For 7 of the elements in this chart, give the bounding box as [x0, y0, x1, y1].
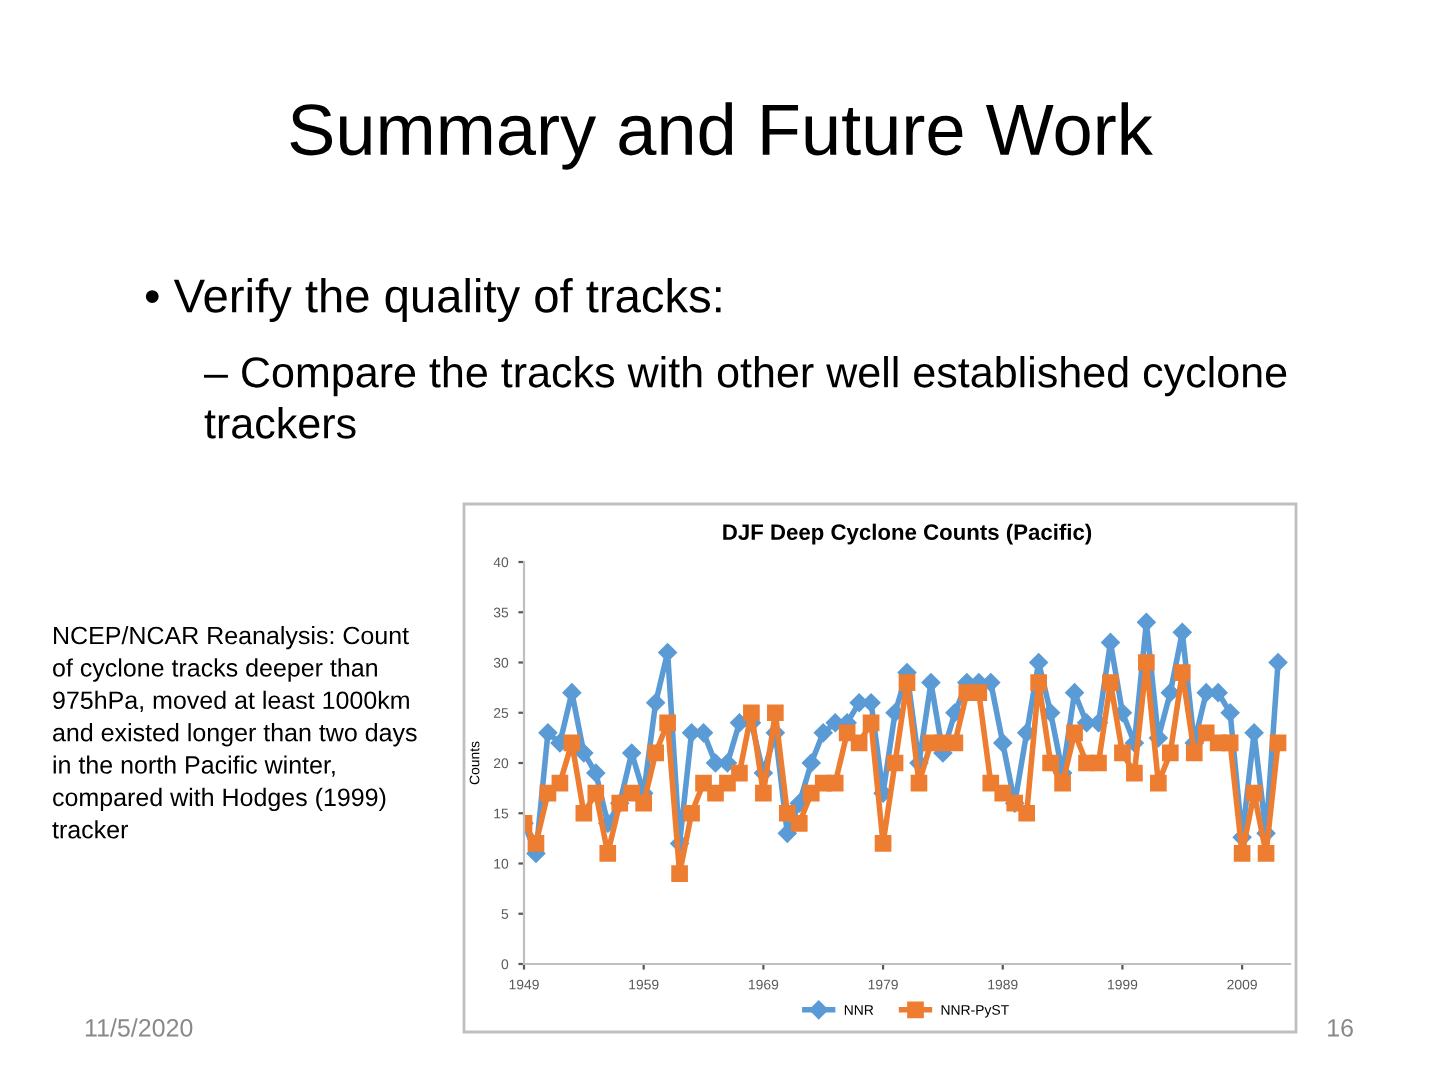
- chart-title: DJF Deep Cyclone Counts (Pacific): [723, 523, 1092, 545]
- text: – Compare the tracks with other well established cyclone trackers: [204, 356, 1287, 439]
- text: • Verify the quality of tracks:: [145, 277, 721, 323]
- text: NCEP/NCAR Reanalysis: Count of cyclone tracks deeper than 975hPa, moved at least 1000km and existed longer than two days in the north Pacific winter, compared with Hodges (1999) tracker: [52, 626, 417, 839]
- text: 16: [1328, 1019, 1353, 1037]
- text: Summary and Future Work: [290, 102, 1153, 170]
- text: 11/5/2020: [85, 1018, 193, 1037]
